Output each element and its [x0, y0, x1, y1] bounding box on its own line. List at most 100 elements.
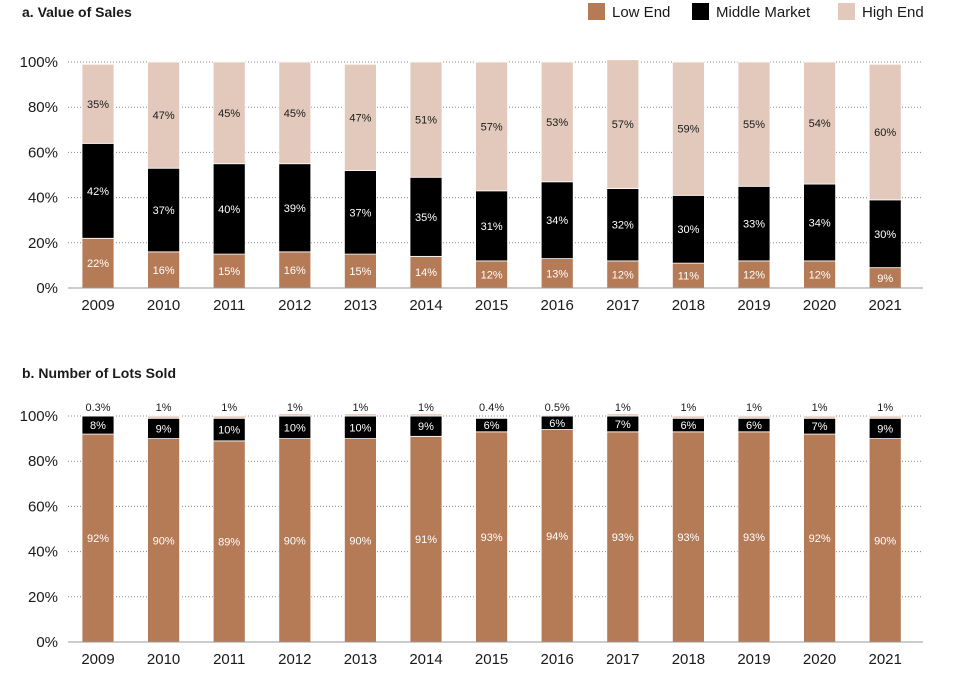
- data-label-high-end: 1%: [418, 402, 434, 414]
- bar-segment-high-end: [147, 61, 181, 169]
- bar-segment-high-end: [868, 415, 902, 419]
- data-label-middle-market: 10%: [349, 422, 371, 434]
- legend-label-high-end: High End: [862, 4, 924, 21]
- data-label-low-end: 16%: [153, 265, 175, 277]
- data-label-low-end: 13%: [546, 268, 568, 280]
- data-label-high-end: 45%: [218, 108, 240, 120]
- bar-stack-2018: 93% 6% 1%: [672, 402, 705, 643]
- bar-stack-2009: 92% 8% 0.3%: [81, 402, 115, 643]
- data-label-middle-market: 40%: [218, 204, 240, 216]
- data-label-middle-market: 42%: [87, 186, 109, 198]
- data-label-low-end: 92%: [809, 533, 831, 545]
- legend-swatch-high-end: [838, 3, 855, 20]
- x-tick-label: 2009: [81, 651, 114, 668]
- data-label-high-end: 0.5%: [545, 402, 570, 414]
- bar-segment-high-end: [737, 415, 771, 419]
- x-tick-label: 2011: [213, 297, 245, 314]
- bar-segment-low-end: [409, 435, 443, 643]
- x-tick-label: 2012: [278, 297, 311, 314]
- x-tick-label: 2009: [81, 297, 114, 314]
- bar-segment-low-end: [868, 438, 902, 643]
- x-tick-label: 2010: [147, 651, 180, 668]
- bar-segment-middle-market: [475, 190, 509, 262]
- bar-segment-middle-market: [540, 181, 574, 260]
- x-tick-label: 2015: [475, 297, 508, 314]
- data-label-middle-market: 6%: [549, 418, 565, 430]
- bar-segment-low-end: [81, 237, 115, 289]
- bar-segment-high-end: [278, 61, 312, 165]
- bar-stack-2014: 91% 9% 1%: [409, 402, 443, 643]
- bar-segment-high-end: [672, 61, 705, 196]
- data-label-middle-market: 37%: [349, 207, 371, 219]
- data-label-middle-market: 7%: [615, 419, 631, 431]
- y-tick-label: 40%: [28, 190, 58, 207]
- bar-segment-high-end: [737, 61, 771, 187]
- x-tick-label: 2011: [213, 651, 245, 668]
- legend-label-low-end: Low End: [612, 4, 670, 21]
- data-label-low-end: 16%: [284, 265, 306, 277]
- data-label-high-end: 59%: [677, 124, 699, 136]
- bar-segment-high-end: [81, 63, 115, 144]
- bar-segment-high-end: [147, 415, 181, 419]
- bar-segment-middle-market: [81, 142, 115, 239]
- data-label-high-end: 47%: [349, 112, 371, 124]
- data-label-low-end: 93%: [481, 532, 503, 544]
- data-label-low-end: 14%: [415, 267, 437, 279]
- y-tick-label: 20%: [28, 589, 58, 606]
- bar-segment-high-end: [540, 414, 574, 417]
- data-label-low-end: 90%: [349, 535, 371, 547]
- bar-segment-high-end: [409, 413, 443, 417]
- bar-stack-2020: 92% 7% 1%: [803, 402, 836, 643]
- bar-stack-2011: 89% 10% 1%: [212, 402, 246, 643]
- data-label-middle-market: 10%: [284, 422, 306, 434]
- bar-segment-low-end: [278, 251, 312, 289]
- data-label-low-end: 22%: [87, 258, 109, 270]
- bar-segment-middle-market: [803, 183, 836, 262]
- x-tick-label: 2017: [606, 297, 639, 314]
- bar-segment-high-end: [672, 415, 705, 419]
- x-tick-label: 2021: [869, 651, 902, 668]
- legend: Low End Middle Market High End: [588, 3, 924, 21]
- data-label-middle-market: 9%: [877, 423, 893, 435]
- data-label-high-end: 45%: [284, 108, 306, 120]
- bar-stack-2020: 12% 34% 54%: [803, 61, 836, 289]
- y-tick-label: 0%: [36, 634, 58, 651]
- data-label-low-end: 11%: [678, 271, 699, 283]
- bar-segment-low-end: [540, 429, 574, 643]
- data-label-high-end: 57%: [612, 119, 634, 131]
- bar-segment-low-end: [409, 255, 443, 289]
- bar-segment-high-end: [475, 416, 509, 419]
- x-tick-label: 2021: [869, 297, 902, 314]
- bar-stack-2010: 90% 9% 1%: [147, 402, 181, 643]
- bar-segment-high-end: [212, 61, 246, 165]
- bar-segment-middle-market: [147, 167, 181, 253]
- bar-stack-2019: 93% 6% 1%: [737, 402, 771, 643]
- data-label-low-end: 90%: [874, 535, 896, 547]
- data-label-high-end: 1%: [877, 402, 893, 414]
- bar-stack-2012: 90% 10% 1%: [278, 402, 312, 643]
- data-label-middle-market: 33%: [743, 219, 765, 231]
- bar-stack-2016: 94% 6% 0.5%: [540, 402, 574, 643]
- panel-title-value-of-sales: a. Value of Sales: [22, 4, 132, 20]
- bar-segment-high-end: [278, 413, 312, 417]
- data-label-high-end: 51%: [415, 115, 437, 127]
- x-tick-label: 2016: [541, 297, 574, 314]
- y-tick-label: 80%: [28, 99, 58, 116]
- data-label-high-end: 1%: [287, 402, 303, 414]
- data-label-high-end: 1%: [812, 402, 828, 414]
- data-label-low-end: 93%: [677, 532, 699, 544]
- data-label-middle-market: 6%: [484, 420, 500, 432]
- bar-stack-2017: 93% 7% 1%: [606, 402, 640, 643]
- bar-stack-2021: 9% 30% 60%: [868, 63, 902, 289]
- data-label-high-end: 54%: [809, 118, 831, 130]
- bar-segment-high-end: [409, 61, 443, 178]
- bar-stack-2014: 14% 35% 51%: [409, 61, 443, 289]
- bar-segment-high-end: [343, 63, 377, 171]
- data-label-middle-market: 6%: [680, 420, 696, 432]
- bar-stack-2018: 11% 30% 59%: [672, 61, 705, 289]
- x-tick-label: 2018: [672, 297, 705, 314]
- x-tick-label: 2019: [737, 297, 770, 314]
- x-tick-label: 2013: [344, 297, 377, 314]
- bar-stack-2013: 15% 37% 47%: [343, 63, 377, 289]
- x-tick-label: 2019: [737, 651, 770, 668]
